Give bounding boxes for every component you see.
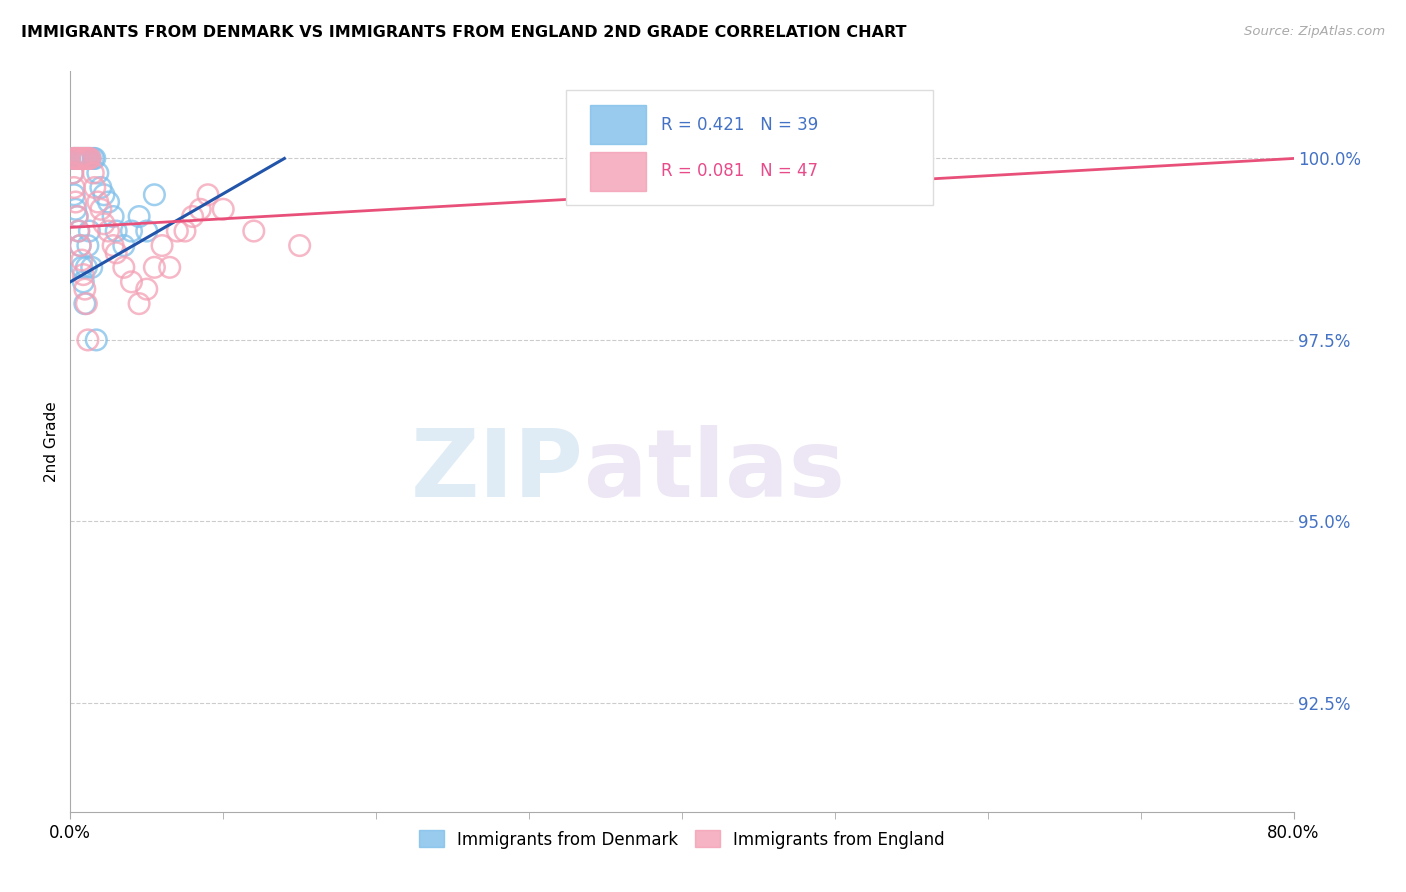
Point <box>63 180 86 194</box>
Point <box>84 333 107 347</box>
Point <box>83 152 105 166</box>
Text: R = 0.081   N = 47: R = 0.081 N = 47 <box>661 162 818 180</box>
FancyBboxPatch shape <box>591 153 647 191</box>
Point <box>212 202 235 217</box>
Point <box>75 152 97 166</box>
Point <box>67 224 90 238</box>
Point <box>72 268 94 282</box>
Point <box>717 152 740 166</box>
Point <box>82 152 104 166</box>
Point <box>87 194 110 209</box>
Text: Source: ZipAtlas.com: Source: ZipAtlas.com <box>1244 25 1385 38</box>
Point <box>73 296 96 310</box>
Point <box>105 224 128 238</box>
Point <box>288 238 311 252</box>
Point <box>73 152 96 166</box>
Point <box>66 210 89 224</box>
Point <box>76 152 98 166</box>
Point <box>70 260 93 275</box>
Point <box>174 224 197 238</box>
Point <box>79 152 101 166</box>
Point <box>79 152 101 166</box>
Point <box>70 253 93 268</box>
Point <box>101 238 124 252</box>
Point <box>67 224 90 238</box>
Point <box>93 217 115 231</box>
Point <box>77 152 100 166</box>
Point <box>105 245 128 260</box>
Point <box>66 210 89 224</box>
Y-axis label: 2nd Grade: 2nd Grade <box>44 401 59 482</box>
Point <box>65 202 87 217</box>
Point <box>63 152 86 166</box>
Point <box>62 152 84 166</box>
Point <box>72 275 94 289</box>
Point <box>112 238 135 252</box>
Point <box>65 152 87 166</box>
Point <box>65 194 87 209</box>
Text: ZIP: ZIP <box>411 425 583 517</box>
Point <box>62 166 84 180</box>
Point <box>143 187 166 202</box>
Point <box>73 152 96 166</box>
Point <box>77 152 100 166</box>
Point <box>243 224 266 238</box>
Point <box>62 166 84 180</box>
Point <box>70 152 93 166</box>
Point <box>70 152 93 166</box>
Point <box>101 210 124 224</box>
Point <box>75 296 97 310</box>
Point <box>97 194 120 209</box>
Point <box>90 202 112 217</box>
Point <box>65 152 87 166</box>
Point <box>121 224 143 238</box>
Point <box>82 166 104 180</box>
Point <box>80 260 103 275</box>
Point <box>150 238 173 252</box>
Point <box>77 333 100 347</box>
Point <box>66 152 89 166</box>
Text: IMMIGRANTS FROM DENMARK VS IMMIGRANTS FROM ENGLAND 2ND GRADE CORRELATION CHART: IMMIGRANTS FROM DENMARK VS IMMIGRANTS FR… <box>21 25 907 40</box>
Point <box>63 152 86 166</box>
Point <box>76 152 98 166</box>
Point <box>112 260 135 275</box>
Point <box>73 282 96 296</box>
Point <box>87 166 110 180</box>
Point <box>181 210 204 224</box>
Point <box>72 152 94 166</box>
Point <box>143 260 166 275</box>
Point <box>188 202 211 217</box>
Point <box>62 152 84 166</box>
Point <box>69 238 91 252</box>
Text: R = 0.421   N = 39: R = 0.421 N = 39 <box>661 116 818 135</box>
Point <box>75 152 97 166</box>
Point <box>128 210 150 224</box>
Point <box>69 152 91 166</box>
Point <box>197 187 219 202</box>
Point <box>69 238 91 252</box>
Point <box>93 187 115 202</box>
Point <box>75 260 97 275</box>
Point <box>72 152 94 166</box>
Point <box>79 224 101 238</box>
Point <box>121 275 143 289</box>
Point <box>69 152 91 166</box>
Point <box>135 224 157 238</box>
FancyBboxPatch shape <box>591 105 647 144</box>
Point <box>128 296 150 310</box>
Point <box>66 152 89 166</box>
Point <box>90 180 112 194</box>
Point <box>77 238 100 252</box>
Point <box>97 224 120 238</box>
Point <box>63 187 86 202</box>
Text: atlas: atlas <box>583 425 845 517</box>
FancyBboxPatch shape <box>565 90 932 204</box>
Point <box>166 224 188 238</box>
Point <box>83 180 105 194</box>
Legend: Immigrants from Denmark, Immigrants from England: Immigrants from Denmark, Immigrants from… <box>412 823 952 855</box>
Point <box>159 260 181 275</box>
Point <box>135 282 157 296</box>
